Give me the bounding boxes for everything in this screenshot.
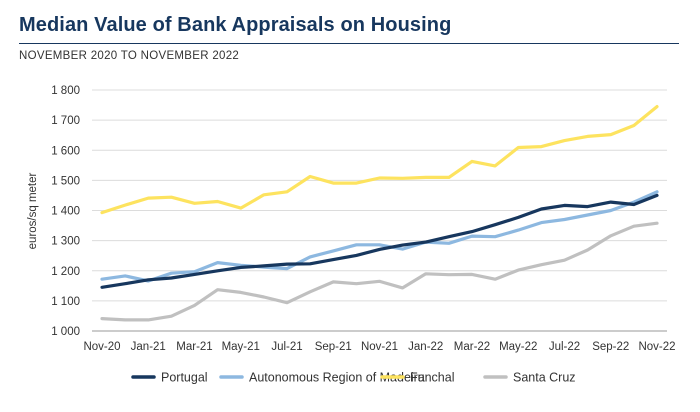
x-tick-label: Nov-21 — [361, 341, 398, 353]
x-tick-label: Mar-22 — [454, 341, 490, 353]
y-tick-label: 1 600 — [51, 145, 80, 157]
legend-label: Santa Cruz — [513, 371, 576, 385]
x-tick-label: Jul-22 — [549, 341, 580, 353]
y-tick-label: 1 100 — [51, 296, 80, 308]
x-tick-label: Jul-21 — [271, 341, 302, 353]
x-tick-label: May-22 — [499, 341, 537, 353]
x-tick-label: Mar-21 — [176, 341, 212, 353]
y-tick-label: 1 200 — [51, 266, 80, 278]
y-tick-label: 1 300 — [51, 236, 80, 248]
y-tick-label: 1 700 — [51, 115, 80, 127]
series-line-portugal — [100, 193, 659, 289]
series-line-funchal — [100, 104, 659, 215]
x-tick-label: Nov-22 — [638, 341, 675, 353]
legend: Portugal Autonomous Region of MadeiraFunc… — [131, 371, 576, 385]
x-tick-label: Jan-21 — [131, 341, 166, 353]
x-tick-label: Nov-20 — [83, 341, 120, 353]
x-tick-label: Jan-22 — [408, 341, 443, 353]
legend-label: Funchal — [410, 371, 454, 385]
y-axis-label: euros/sq meter — [27, 172, 39, 249]
x-tick-label: Sep-22 — [592, 341, 629, 353]
series-line-santa-cruz — [100, 221, 659, 322]
legend-label: Portugal — [161, 371, 208, 385]
y-tick-label: 1 800 — [51, 85, 80, 97]
gridlines — [92, 89, 667, 332]
series-lines — [100, 104, 659, 322]
x-axis: Nov-20 Jan-21 Mar-21 May-21 Jul-21 Sep-21 Nov-… — [83, 330, 676, 353]
y-tick-label: 1 500 — [51, 175, 80, 187]
x-tick-label: Sep-21 — [315, 341, 352, 353]
legend-label: Autonomous Region of Madeira — [249, 371, 425, 385]
series-line-autonomous-region-of-madeira — [100, 190, 659, 283]
x-tick-label: May-21 — [222, 341, 260, 353]
title-divider — [19, 43, 679, 44]
chart-subtitle: NOVEMBER 2020 TO NOVEMBER 2022 — [19, 50, 240, 62]
chart-title: Median Value of Bank Appraisals on Housi… — [19, 14, 452, 36]
y-axis-ticks: 1 000 1 100 1 200 1 300 1 400 1 500 1 600 1 700… — [51, 85, 80, 338]
y-tick-label: 1 400 — [51, 206, 80, 218]
y-tick-label: 1 000 — [51, 326, 80, 338]
